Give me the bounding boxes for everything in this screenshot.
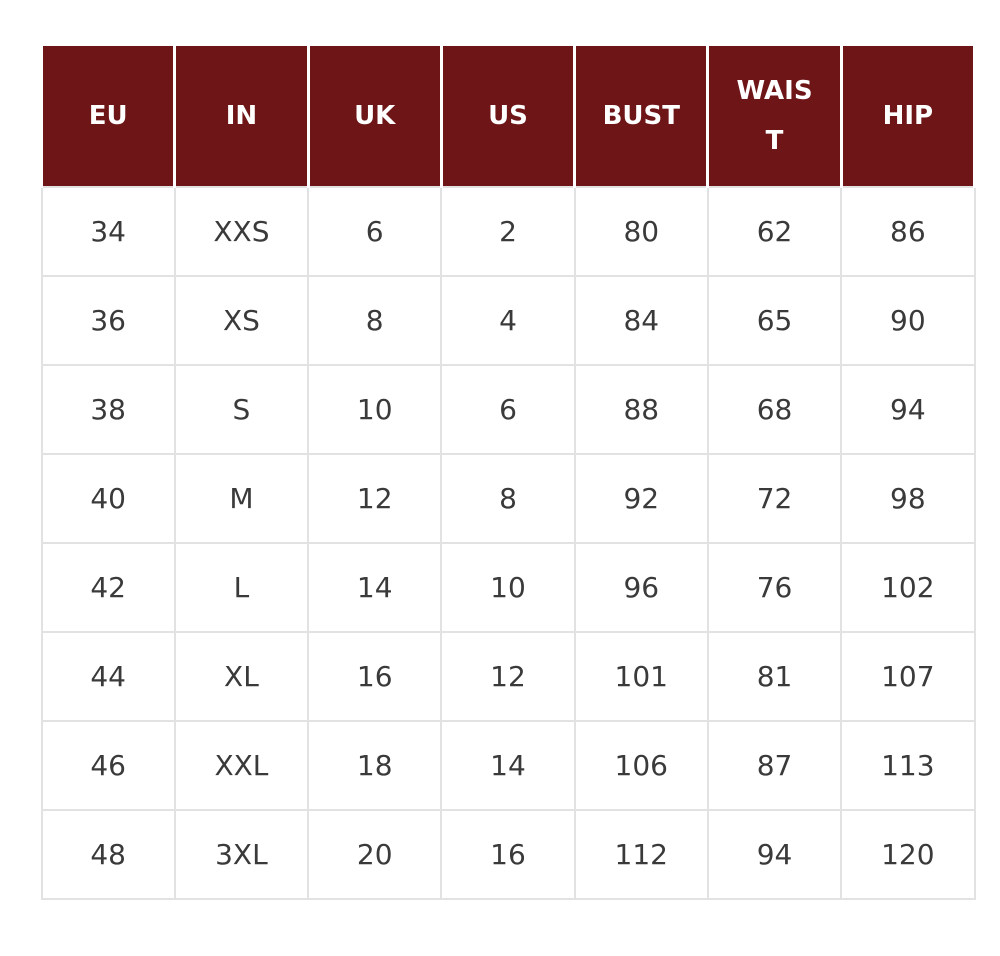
table-cell: S: [173, 364, 310, 455]
table-cell: XS: [173, 275, 310, 366]
header-row: EU IN UK US BUST WAIST HIP: [39, 46, 977, 187]
table-cell: 72: [706, 453, 843, 544]
table-cell: 86: [840, 186, 976, 277]
table-cell: 20: [307, 809, 443, 900]
size-table: EU IN UK US BUST WAIST HIP 34 XXS 6 2 80 62 86 36 XS 8 4…: [39, 46, 977, 900]
table-cell: 94: [840, 364, 976, 455]
table-cell: 4: [440, 275, 576, 366]
table-cell: 12: [440, 631, 576, 722]
header-cell: BUST: [573, 46, 710, 187]
table-cell: 48: [40, 809, 176, 900]
table-cell: 112: [573, 809, 709, 900]
table-cell: 87: [706, 720, 843, 811]
table-cell: 12: [307, 453, 443, 544]
table-cell: 40: [40, 453, 176, 544]
table-cell: 6: [307, 186, 443, 277]
table-cell: 18: [307, 720, 443, 811]
table-cell: 36: [40, 275, 176, 366]
header-text: BUST: [602, 101, 680, 131]
table-cell: 14: [440, 720, 576, 811]
table-row: 44 XL 16 12 101 81 107: [40, 631, 976, 722]
header-cell: WAIST: [706, 46, 843, 187]
table-cell: 14: [307, 542, 443, 633]
table-cell: 90: [840, 275, 976, 366]
header-text: UK: [354, 101, 396, 131]
header-text: US: [488, 101, 528, 131]
table-cell: 113: [840, 720, 976, 811]
table-cell: L: [173, 542, 310, 633]
table-cell: 46: [40, 720, 176, 811]
table-cell: 80: [573, 186, 709, 277]
table-row: 38 S 10 6 88 68 94: [40, 364, 976, 455]
table-cell: 2: [440, 186, 576, 277]
table-cell: 102: [840, 542, 976, 633]
table-cell: 44: [40, 631, 176, 722]
table-cell: 94: [706, 809, 843, 900]
table-cell: 98: [840, 453, 976, 544]
table-row: 40 M 12 8 92 72 98: [40, 453, 976, 544]
table-cell: 16: [307, 631, 443, 722]
table-cell: 101: [573, 631, 709, 722]
table-cell: 107: [840, 631, 976, 722]
table-cell: 10: [440, 542, 576, 633]
table-row: 34 XXS 6 2 80 62 86: [40, 186, 976, 277]
table-body: 34 XXS 6 2 80 62 86 36 XS 8 4 84 65 90 38 S 10 6 88 68 94 40 M…: [40, 186, 976, 900]
header-text: HIP: [882, 101, 934, 131]
table-row: 42 L 14 10 96 76 102: [40, 542, 976, 633]
table-cell: 42: [40, 542, 176, 633]
table-cell: 76: [706, 542, 843, 633]
table-cell: 84: [573, 275, 709, 366]
table-cell: 120: [840, 809, 976, 900]
table-cell: 81: [706, 631, 843, 722]
header-text: WAIST: [736, 76, 813, 156]
table-cell: 38: [40, 364, 176, 455]
header-cell: US: [439, 46, 577, 187]
table-cell: 6: [440, 364, 576, 455]
table-row: 36 XS 8 4 84 65 90: [40, 275, 976, 366]
table-cell: 62: [706, 186, 843, 277]
table-cell: XXS: [173, 186, 310, 277]
table-cell: 68: [706, 364, 843, 455]
table-cell: 8: [307, 275, 443, 366]
table-cell: 8: [440, 453, 576, 544]
table-cell: 16: [440, 809, 576, 900]
header-text: IN: [225, 101, 258, 131]
header-text: EU: [88, 101, 128, 131]
table-header: EU IN UK US BUST WAIST HIP: [39, 46, 977, 187]
header-cell: IN: [173, 46, 310, 187]
header-cell: UK: [306, 46, 443, 187]
table-cell: XXL: [173, 720, 310, 811]
table-cell: 10: [307, 364, 443, 455]
table-cell: 88: [573, 364, 709, 455]
header-cell: EU: [39, 46, 177, 187]
table-cell: XL: [173, 631, 310, 722]
table-row: 48 3XL 20 16 112 94 120: [40, 809, 976, 900]
table-cell: 3XL: [173, 809, 310, 900]
table-cell: M: [173, 453, 310, 544]
table-cell: 92: [573, 453, 709, 544]
table-cell: 34: [40, 186, 176, 277]
table-cell: 96: [573, 542, 709, 633]
table-cell: 65: [706, 275, 843, 366]
table-cell: 106: [573, 720, 709, 811]
header-cell: HIP: [839, 46, 977, 187]
table-row: 46 XXL 18 14 106 87 113: [40, 720, 976, 811]
